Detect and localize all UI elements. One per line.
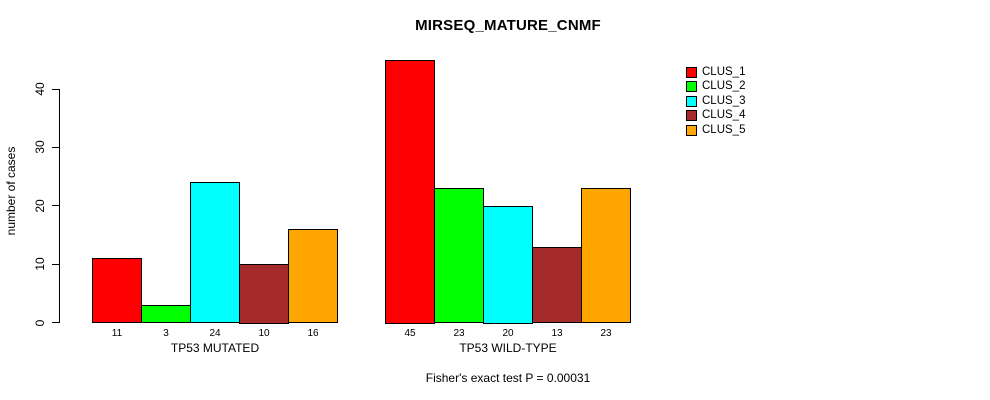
y-tick-mark-30 <box>52 146 59 148</box>
legend-label-clus-5: CLUS_5 <box>702 123 746 136</box>
bar-clus-3-tp53-mutated <box>190 182 240 324</box>
bar-clus-2-tp53-wild-type <box>434 188 484 324</box>
legend-swatch-clus-1 <box>686 66 697 78</box>
bar-value-label-clus-5-tp53-wild-type: 23 <box>600 328 612 339</box>
y-tick-mark-20 <box>52 205 59 207</box>
bar-clus-5-tp53-mutated <box>288 229 338 324</box>
y-tick-label-10: 10 <box>33 257 47 271</box>
bar-clus-1-tp53-mutated <box>92 258 142 324</box>
bar-clus-5-tp53-wild-type <box>581 188 631 324</box>
y-tick-label-40: 40 <box>33 82 47 96</box>
legend-swatch-clus-3 <box>686 95 697 107</box>
chart-title: MIRSEQ_MATURE_CNMF <box>415 17 601 34</box>
bar-clus-3-tp53-wild-type <box>483 205 533 324</box>
legend-item-clus-5: CLUS_5 <box>686 123 745 138</box>
y-tick-mark-0 <box>52 322 59 323</box>
bar-value-label-clus-5-tp53-mutated: 16 <box>307 328 319 339</box>
bar-clus-1-tp53-wild-type <box>385 59 435 324</box>
y-tick-label-20: 20 <box>33 199 47 213</box>
y-axis-line <box>59 89 60 323</box>
bar-value-label-clus-1-tp53-mutated: 11 <box>111 328 123 339</box>
bar-value-label-clus-2-tp53-wild-type: 23 <box>453 328 465 339</box>
bar-clus-4-tp53-wild-type <box>532 246 582 324</box>
bar-value-label-clus-1-tp53-wild-type: 45 <box>404 328 416 339</box>
legend-label-clus-3: CLUS_3 <box>702 94 746 107</box>
group-label-tp53-wild-type: TP53 WILD-TYPE <box>459 341 557 355</box>
y-tick-mark-10 <box>52 263 59 265</box>
bar-clus-2-tp53-mutated <box>141 304 191 324</box>
bar-value-label-clus-3-tp53-wild-type: 20 <box>502 328 514 339</box>
bar-value-label-clus-4-tp53-wild-type: 13 <box>551 328 563 339</box>
bar-value-label-clus-3-tp53-mutated: 24 <box>209 328 221 339</box>
caption-text: Fisher's exact test P = 0.00031 <box>425 371 591 385</box>
legend-item-clus-1: CLUS_1 <box>686 65 745 80</box>
bar-clus-4-tp53-mutated <box>239 264 289 324</box>
legend-swatch-clus-2 <box>686 81 697 93</box>
group-label-tp53-mutated: TP53 MUTATED <box>170 341 260 355</box>
y-tick-label-30: 30 <box>33 140 47 155</box>
legend-swatch-clus-4 <box>686 110 697 122</box>
legend: CLUS_1 CLUS_2 CLUS_3 CLUS_4 CLUS_5 <box>686 65 745 138</box>
legend-swatch-clus-5 <box>686 124 697 136</box>
y-tick-label-0: 0 <box>33 319 47 326</box>
legend-label-clus-2: CLUS_2 <box>702 80 746 92</box>
legend-label-clus-1: CLUS_1 <box>702 65 746 78</box>
legend-label-clus-4: CLUS_4 <box>702 109 746 121</box>
bar-value-label-clus-2-tp53-mutated: 3 <box>163 328 169 339</box>
legend-item-clus-2: CLUS_2 <box>686 80 745 95</box>
y-tick-mark-40 <box>52 88 59 90</box>
bar-value-label-clus-4-tp53-mutated: 10 <box>258 328 270 339</box>
legend-item-clus-3: CLUS_3 <box>686 94 745 109</box>
legend-item-clus-4: CLUS_4 <box>686 109 745 124</box>
